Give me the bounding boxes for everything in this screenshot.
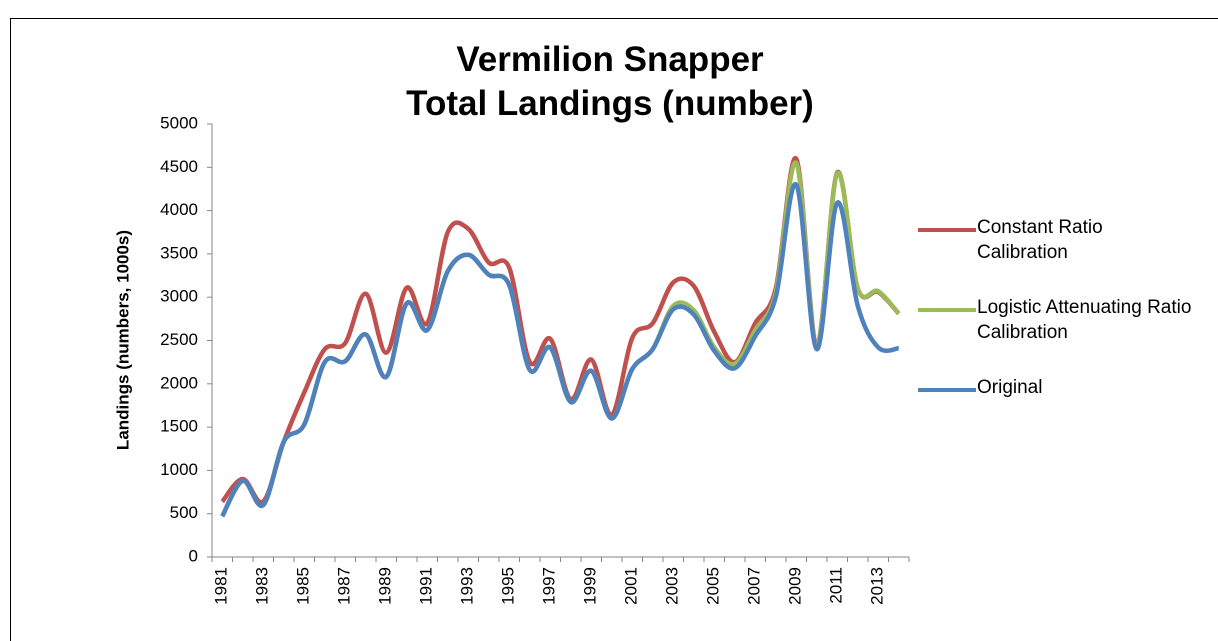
legend-swatch: [918, 308, 976, 312]
y-tick-label: 3500: [160, 243, 198, 262]
y-tick-label: 0: [189, 546, 198, 565]
x-tick-label: 2001: [622, 567, 641, 605]
y-tick-label: 3000: [160, 287, 198, 306]
legend-swatch: [918, 388, 976, 392]
y-tick-label: 2000: [160, 373, 198, 392]
y-tick-label: 500: [170, 503, 198, 522]
y-tick-label: 1500: [160, 417, 198, 436]
y-tick-label: 1000: [160, 460, 198, 479]
x-tick-label: 1983: [253, 567, 272, 605]
legend-label: Constant Ratio Calibration: [977, 217, 1103, 263]
y-axis-label: Landings (numbers, 1000s): [113, 230, 132, 450]
x-tick-label: 1989: [376, 567, 395, 605]
line-series: [220, 160, 901, 518]
y-tick-label: 4000: [160, 200, 198, 219]
x-tick-label: 1993: [458, 567, 477, 605]
x-tick-label: 2011: [827, 567, 846, 604]
x-tick-label: 2003: [663, 567, 682, 605]
y-tick-label: 2500: [160, 330, 198, 349]
x-tick-label: 1985: [294, 567, 313, 605]
x-tick-label: 2013: [868, 567, 887, 605]
chart-border: [10, 18, 1218, 641]
line-series: [220, 182, 900, 518]
y-tick-label: 5000: [160, 113, 198, 132]
legend-swatch: [918, 228, 976, 232]
chart-title: Vermilion Snapper Total Landings (number…: [406, 40, 814, 123]
x-tick-label: 1999: [581, 567, 600, 605]
x-tick-label: 1995: [499, 567, 518, 605]
x-tick-label: 1987: [335, 567, 354, 605]
x-tick-label: 2009: [786, 567, 805, 605]
x-tick-label: 1981: [212, 567, 231, 605]
legend-label: Original: [977, 377, 1043, 398]
y-tick-label: 4500: [160, 157, 198, 176]
x-tick-label: 1997: [540, 567, 559, 605]
legend-label: Logistic Attenuating Ratio Calibration: [977, 297, 1192, 343]
x-tick-label: 2007: [745, 567, 764, 605]
x-tick-label: 1991: [417, 567, 436, 605]
line-series: [220, 156, 901, 505]
x-tick-label: 2005: [704, 567, 723, 605]
